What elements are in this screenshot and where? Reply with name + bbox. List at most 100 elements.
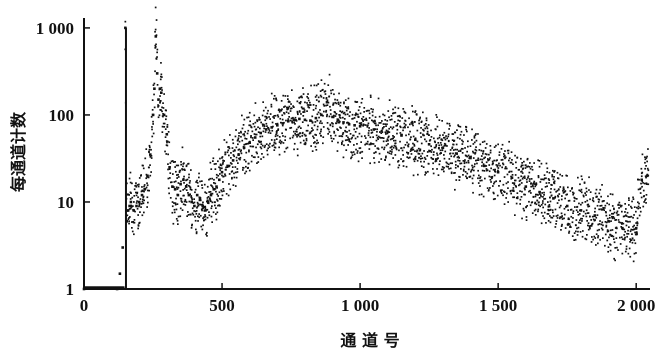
data-point (279, 139, 282, 142)
data-point (332, 122, 334, 125)
data-point (230, 157, 232, 159)
data-point (242, 133, 244, 136)
data-point (344, 99, 347, 101)
data-point (392, 112, 394, 115)
data-point (532, 187, 535, 190)
data-point (556, 189, 559, 192)
data-point (324, 93, 327, 95)
data-point (218, 191, 221, 194)
data-point (236, 168, 239, 170)
data-point (201, 180, 203, 182)
data-point (290, 126, 293, 129)
data-point (295, 120, 298, 122)
data-point (352, 134, 355, 137)
data-point (367, 134, 370, 137)
data-point (373, 152, 375, 154)
data-point (591, 215, 594, 218)
data-point (620, 205, 622, 208)
data-point (359, 123, 362, 125)
data-point (619, 204, 621, 207)
data-point (411, 105, 413, 107)
data-point (357, 113, 359, 116)
data-point (644, 199, 646, 202)
data-point (479, 179, 481, 182)
data-point (245, 138, 248, 140)
data-point (445, 135, 447, 137)
x-tick-label: 0 (80, 296, 89, 315)
data-point (227, 194, 230, 197)
data-point (614, 219, 616, 221)
data-point (514, 174, 517, 176)
data-point (217, 160, 219, 163)
data-point (133, 201, 135, 203)
data-point (556, 202, 559, 204)
data-point (549, 200, 552, 203)
data-point (367, 132, 370, 134)
data-point (351, 151, 353, 154)
data-point (330, 92, 333, 95)
data-point (432, 168, 434, 170)
data-point (316, 125, 319, 128)
data-point (396, 115, 399, 118)
data-point (194, 219, 197, 222)
data-point (162, 107, 165, 109)
data-point (297, 113, 299, 116)
data-point (360, 135, 363, 138)
data-point (563, 188, 565, 191)
data-point (252, 145, 255, 148)
data-point (341, 142, 343, 144)
data-point (128, 208, 131, 210)
data-point (557, 194, 559, 197)
data-point (355, 148, 357, 151)
data-point (130, 192, 132, 194)
data-point (516, 156, 519, 159)
data-point (635, 222, 637, 224)
data-point (488, 175, 491, 178)
data-point (184, 204, 187, 206)
data-point (235, 146, 238, 149)
data-point (217, 195, 219, 197)
data-point (383, 148, 385, 151)
data-point (211, 185, 213, 187)
data-point (387, 110, 390, 112)
data-point (166, 144, 169, 147)
data-point (420, 120, 423, 123)
data-point (391, 138, 393, 140)
data-point (551, 175, 554, 178)
data-point (209, 193, 213, 197)
data-point (634, 231, 636, 234)
data-point (194, 210, 197, 213)
data-point (572, 217, 574, 219)
data-point (336, 120, 338, 123)
data-point (157, 105, 160, 107)
data-point (309, 119, 312, 122)
data-point (304, 142, 307, 145)
data-point (316, 119, 319, 122)
data-point (524, 188, 526, 191)
data-point (234, 185, 237, 187)
data-point (275, 133, 277, 136)
data-point (431, 148, 433, 151)
data-point (199, 199, 202, 202)
data-point (285, 128, 287, 131)
data-point (304, 101, 306, 104)
data-point (248, 124, 251, 127)
data-point (518, 168, 520, 171)
data-point (149, 146, 151, 149)
data-point (443, 157, 446, 160)
data-point (207, 196, 210, 198)
data-point (467, 160, 470, 162)
data-point (240, 152, 243, 155)
data-point (166, 141, 168, 144)
data-point (598, 223, 601, 225)
data-point (596, 195, 598, 198)
data-point (177, 186, 180, 189)
data-point (161, 106, 163, 109)
data-point (175, 218, 178, 220)
data-point (630, 205, 632, 208)
data-point (400, 147, 403, 149)
data-point (538, 197, 541, 199)
data-point (454, 172, 456, 174)
data-point (436, 154, 439, 156)
data-point (426, 151, 429, 153)
